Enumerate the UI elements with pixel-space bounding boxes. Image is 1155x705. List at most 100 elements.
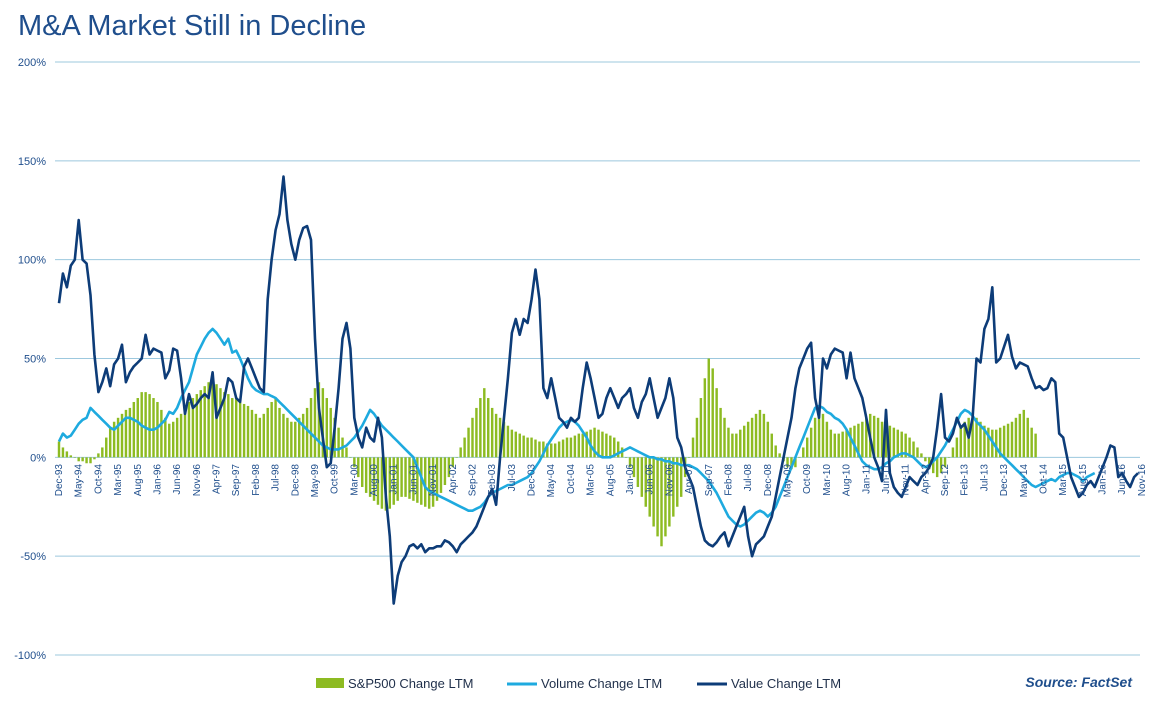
sp500-bar: [179, 413, 183, 458]
sp500-bar: [676, 457, 679, 507]
x-tick-label: Feb-03: [487, 464, 498, 496]
sp500-bar: [703, 378, 707, 458]
x-tick-label: May-94: [74, 464, 85, 498]
sp500-bar: [739, 429, 742, 458]
sp500-bar: [258, 417, 262, 458]
sp500-bar: [447, 457, 451, 478]
sp500-bar: [920, 453, 923, 458]
sp500-bar: [321, 388, 325, 458]
sp500-bar: [518, 433, 521, 458]
sp500-bar: [526, 437, 529, 458]
sp500-bar: [124, 409, 128, 458]
sp500-bar: [101, 447, 104, 458]
sp500-bar: [522, 435, 525, 458]
sp500-bar: [845, 429, 848, 458]
sp500-bar: [581, 433, 584, 458]
sp500-bar: [888, 425, 892, 458]
sp500-bar: [719, 407, 722, 458]
sp500-bar: [317, 382, 321, 458]
sp500-bar: [750, 417, 754, 458]
sp500-bar: [274, 398, 277, 458]
sp500-bar: [372, 457, 376, 501]
sp500-bar: [892, 427, 896, 458]
sp500-bar: [1018, 413, 1022, 458]
sp500-bar: [301, 413, 305, 458]
sp500-bar: [368, 457, 372, 497]
sp500-bar: [490, 407, 494, 458]
sp500-bar: [672, 457, 675, 517]
sp500-bar: [246, 405, 250, 458]
sp500-bar: [746, 421, 750, 458]
sp500-bar: [439, 457, 443, 493]
x-tick-label: Mar-10: [822, 464, 833, 496]
x-tick-label: Jun-06: [645, 464, 656, 495]
x-tick-label: Jan-06: [625, 464, 636, 495]
x-tick-label: Apr-97: [212, 464, 223, 494]
sp500-bar: [451, 457, 455, 468]
sp500-bar: [416, 457, 419, 503]
sp500-bar: [557, 441, 561, 458]
x-tick-label: Feb-98: [251, 464, 262, 496]
x-tick-label: Jan-16: [1098, 464, 1109, 495]
sp500-bar: [798, 457, 801, 458]
sp500-bar: [152, 398, 155, 458]
sp500-bar: [691, 437, 695, 458]
sp500-bar: [762, 413, 766, 458]
x-tick-label: Sep-02: [467, 464, 478, 497]
sp500-bar: [774, 445, 777, 458]
sp500-bar: [463, 437, 466, 458]
sp500-bar: [467, 427, 470, 458]
x-tick-label: Nov-01: [428, 464, 439, 497]
sp500-bar: [896, 429, 900, 458]
sp500-bar: [105, 437, 108, 458]
sp500-bar: [983, 425, 986, 458]
sp500-bar: [160, 409, 163, 458]
x-tick-label: Dec-98: [290, 464, 301, 497]
sp500-bar: [77, 457, 80, 462]
sp500-bar: [715, 388, 718, 458]
sp500-bar: [396, 457, 399, 501]
sp500-bar: [494, 413, 498, 458]
sp500-bar: [156, 401, 159, 458]
sp500-bar: [353, 457, 356, 468]
sp500-bar: [199, 390, 202, 458]
sp500-bar: [640, 457, 644, 497]
sp500-bar: [148, 394, 151, 458]
sp500-bar: [924, 457, 927, 462]
sp500-bar: [904, 433, 907, 458]
sp500-bar: [778, 453, 781, 458]
sp500-bar: [455, 457, 458, 458]
x-tick-label: Jul-08: [743, 464, 754, 492]
sp500-bar: [254, 413, 258, 458]
x-tick-label: Oct-99: [330, 464, 341, 494]
x-tick-label: Oct-94: [93, 464, 104, 494]
sp500-bar: [483, 388, 486, 458]
sp500-bar: [802, 447, 805, 458]
sp500-bar: [85, 457, 88, 464]
sp500-bar: [928, 457, 931, 470]
x-tick-label: Mar-00: [349, 464, 360, 496]
sp500-bar: [943, 457, 947, 468]
sp500-bar: [546, 443, 549, 458]
x-axis-ticks: Dec-93 May-94 Oct-94 Mar-95 Aug-95 Jan-96 Jun-…: [54, 464, 1148, 498]
sp500-bar: [1006, 423, 1010, 458]
sp500-bar: [794, 457, 797, 468]
sp500-bar: [349, 457, 352, 458]
sp500-bar: [1030, 427, 1033, 458]
y-tick-label: 200%: [18, 57, 46, 69]
sp500-bar: [865, 417, 868, 458]
sp500-bar: [1026, 417, 1029, 458]
sp500-bar: [1022, 409, 1026, 458]
y-tick-label: 0%: [30, 452, 46, 464]
sp500-bar: [628, 457, 632, 468]
sp500-bar: [506, 425, 510, 458]
sp500-bar: [223, 392, 226, 458]
sp500-bar: [81, 457, 84, 462]
sp500-bar: [136, 398, 139, 458]
x-tick-label: May-09: [783, 464, 794, 498]
sp500-bar: [754, 413, 758, 458]
sp500-bar: [427, 457, 431, 509]
legend: S&P500 Change LTM Volume Change LTM Valu…: [316, 676, 841, 691]
sp500-bar: [61, 447, 65, 458]
